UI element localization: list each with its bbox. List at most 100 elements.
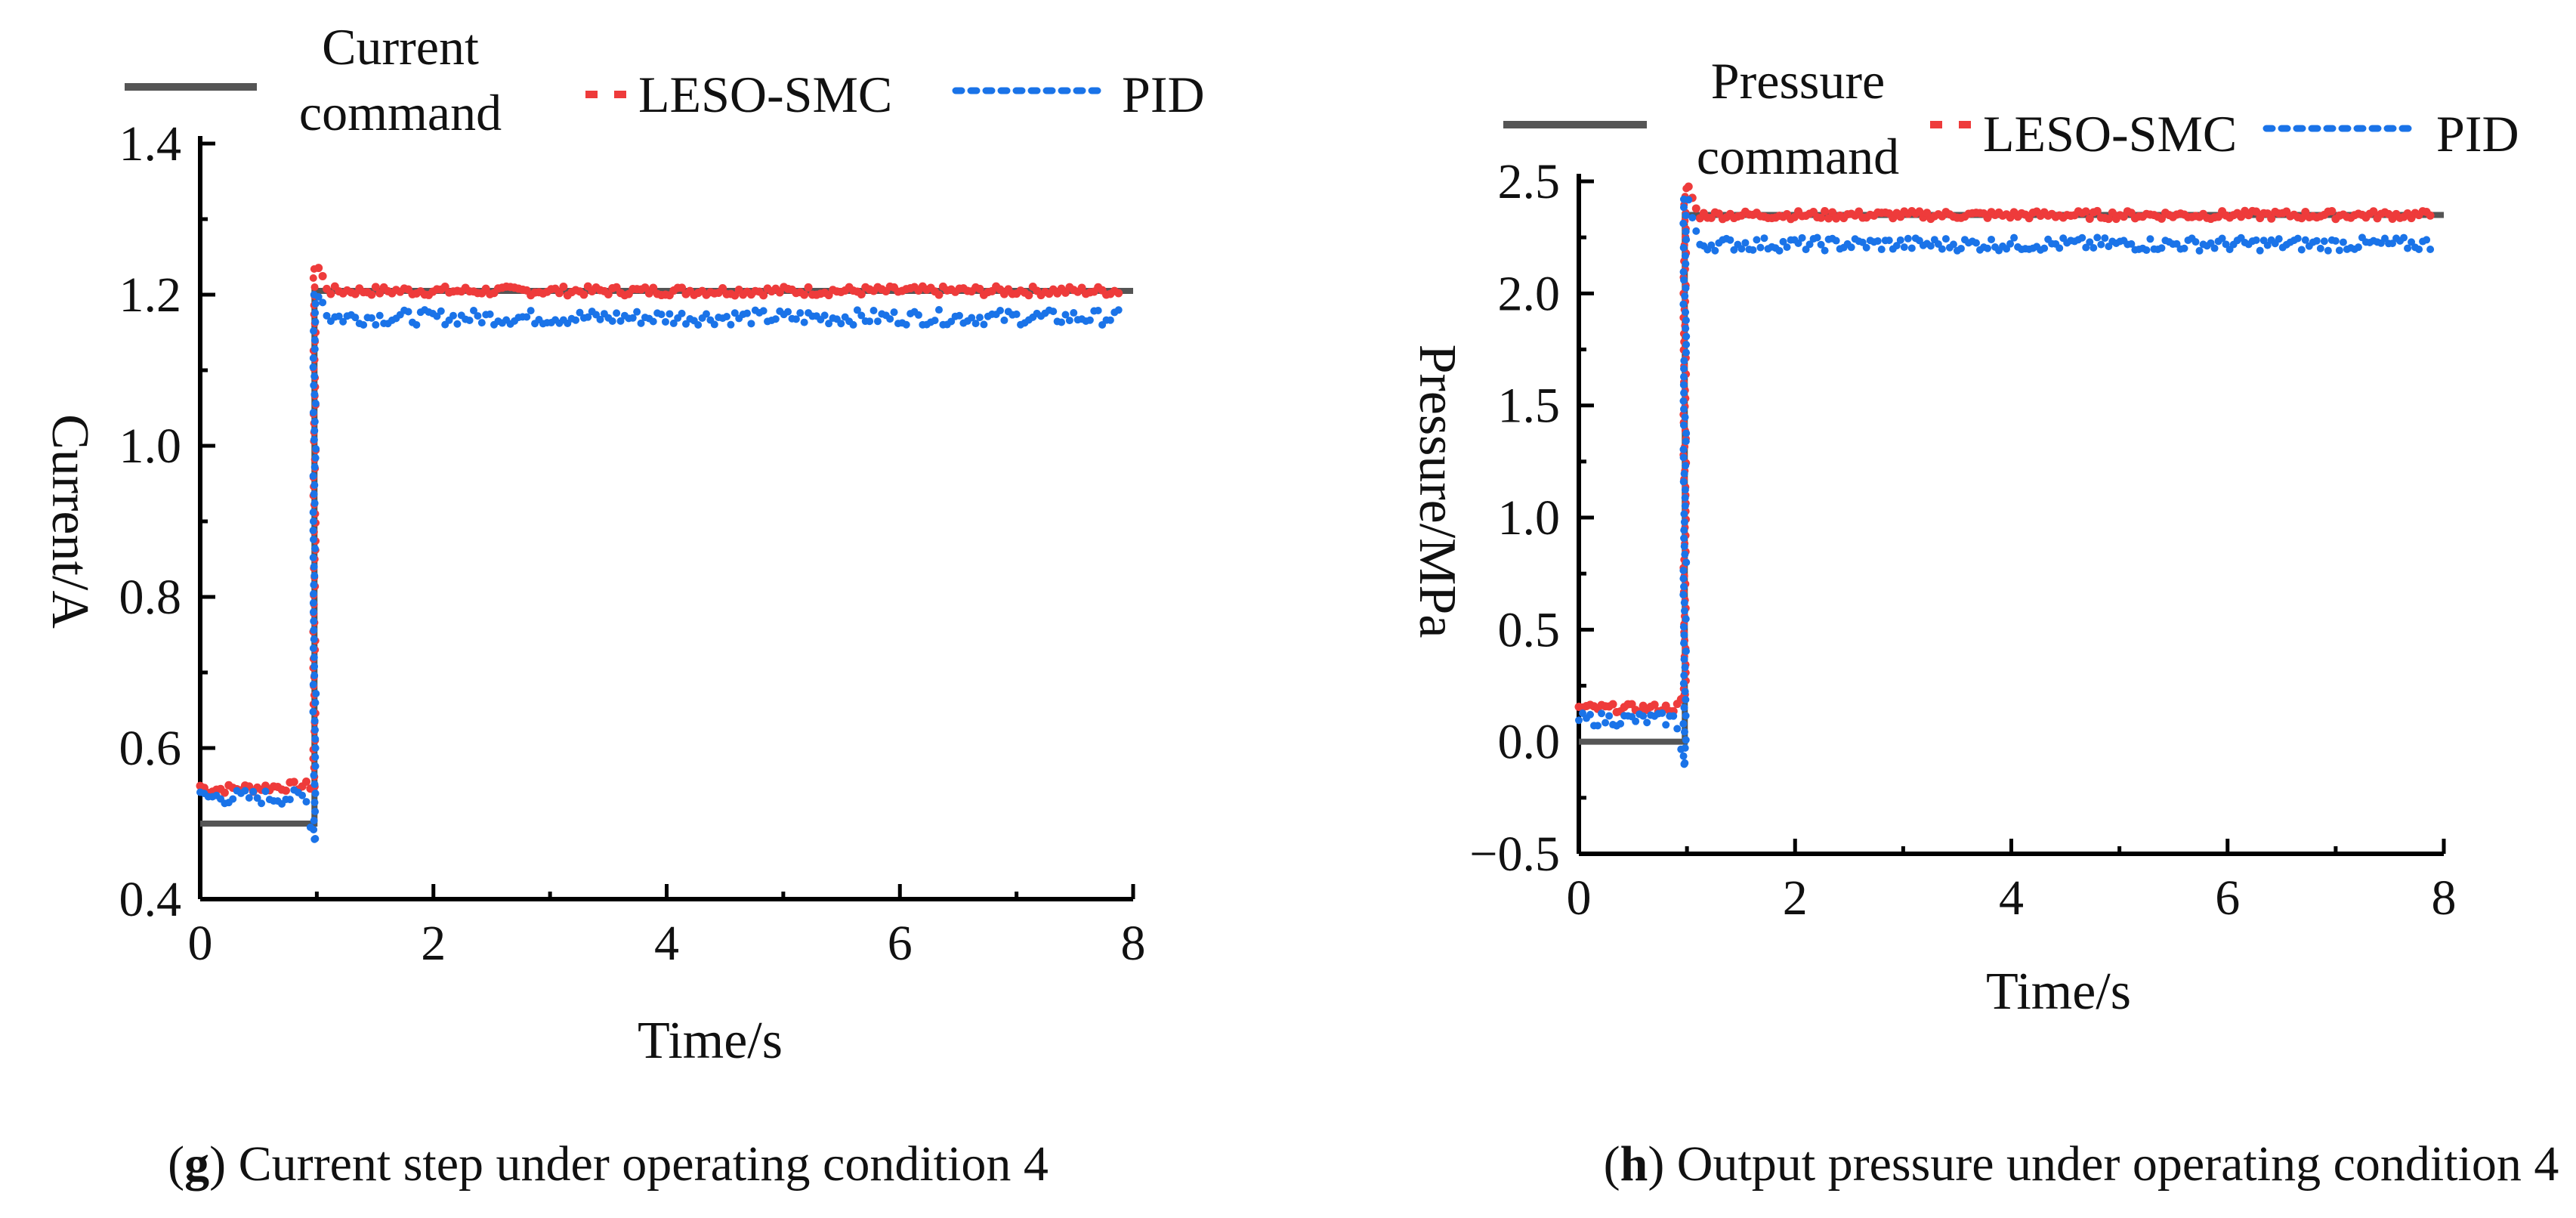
data-point [1957, 244, 1965, 252]
data-point [245, 794, 253, 802]
data-point [1669, 712, 1678, 720]
data-point [1679, 203, 1688, 212]
data-point [723, 313, 731, 321]
data-point [310, 336, 319, 344]
y-tick-label: −0.5 [1469, 827, 1560, 882]
y-tick-label: 1.2 [119, 267, 182, 323]
data-point [2010, 233, 2018, 242]
panel-caption: (g) Current step under operating conditi… [168, 1136, 1049, 1192]
data-point [311, 400, 320, 407]
data-point [2339, 238, 2347, 246]
data-point [1673, 725, 1682, 733]
data-point [1049, 308, 1058, 316]
data-point [2210, 244, 2219, 252]
data-point [470, 307, 478, 315]
data-point [2040, 244, 2049, 252]
data-point [1907, 244, 1916, 252]
data-point [1679, 591, 1688, 599]
data-point [309, 527, 317, 534]
data-point [743, 309, 752, 317]
data-point [629, 314, 637, 322]
data-point [1682, 227, 1690, 236]
data-point [1682, 340, 1691, 348]
data-point [311, 735, 320, 743]
data-point [1024, 291, 1033, 300]
data-point [477, 319, 486, 327]
data-point [727, 320, 735, 329]
y-tick-label: 0.5 [1498, 602, 1561, 657]
data-point [309, 274, 317, 282]
data-point [1077, 283, 1086, 292]
data-point [2400, 233, 2408, 242]
data-point [857, 311, 866, 320]
data-point [1679, 421, 1688, 429]
data-point [1682, 260, 1690, 268]
data-point [825, 320, 833, 328]
data-point [1680, 760, 1688, 768]
data-point [1741, 239, 1750, 247]
legend-pid-label: PID [2436, 105, 2519, 162]
data-point [2191, 238, 2200, 246]
data-point [796, 309, 805, 317]
data-point [2218, 234, 2226, 243]
data-point [886, 315, 894, 323]
data-point [2301, 236, 2309, 244]
data-point [1065, 317, 1073, 325]
data-point [914, 311, 922, 319]
data-point [1681, 663, 1689, 672]
data-point [1682, 236, 1691, 244]
data-point [326, 289, 335, 298]
data-point [351, 314, 360, 322]
data-point [1682, 695, 1690, 703]
data-point [1779, 237, 1787, 246]
series-pid [1575, 195, 2435, 768]
y-tick-label: 1.5 [1498, 379, 1561, 434]
data-point [2108, 208, 2117, 217]
data-point [486, 310, 494, 318]
data-point [1608, 700, 1617, 709]
data-point [310, 799, 319, 806]
data-point [666, 310, 674, 318]
data-point [1821, 246, 1829, 255]
data-point [474, 312, 482, 320]
data-point [873, 317, 882, 326]
data-point [2252, 207, 2261, 216]
data-point [1681, 413, 1689, 422]
data-point [853, 306, 861, 314]
y-tick-label: 1.0 [1498, 490, 1561, 546]
data-point [310, 781, 319, 788]
data-point [310, 626, 318, 634]
data-point [579, 290, 588, 299]
data-point [310, 717, 319, 725]
data-point [1114, 306, 1123, 314]
data-point [309, 608, 317, 616]
data-point [934, 290, 944, 299]
data-point [527, 307, 535, 315]
data-point [955, 311, 963, 320]
data-point [310, 291, 318, 298]
data-point [2086, 238, 2094, 246]
data-point [310, 327, 318, 335]
data-point [2327, 207, 2337, 216]
data-point [310, 617, 318, 625]
data-point [661, 317, 669, 326]
data-point [2267, 214, 2276, 223]
data-point [792, 315, 800, 323]
data-point [1682, 437, 1690, 446]
x-tick-label: 4 [1999, 870, 2024, 926]
data-point [2085, 214, 2094, 223]
data-point [1061, 311, 1070, 319]
data-point [604, 289, 613, 298]
data-point [2195, 246, 2204, 255]
data-point [947, 317, 956, 326]
data-point [311, 726, 320, 734]
data-point [310, 654, 318, 661]
data-point [311, 545, 320, 552]
data-point [310, 672, 319, 679]
data-point [2256, 246, 2264, 255]
data-point [310, 481, 319, 489]
data-point [1106, 316, 1114, 324]
data-point [2426, 245, 2435, 253]
x-tick-label: 2 [421, 916, 446, 971]
data-point [1679, 574, 1688, 583]
